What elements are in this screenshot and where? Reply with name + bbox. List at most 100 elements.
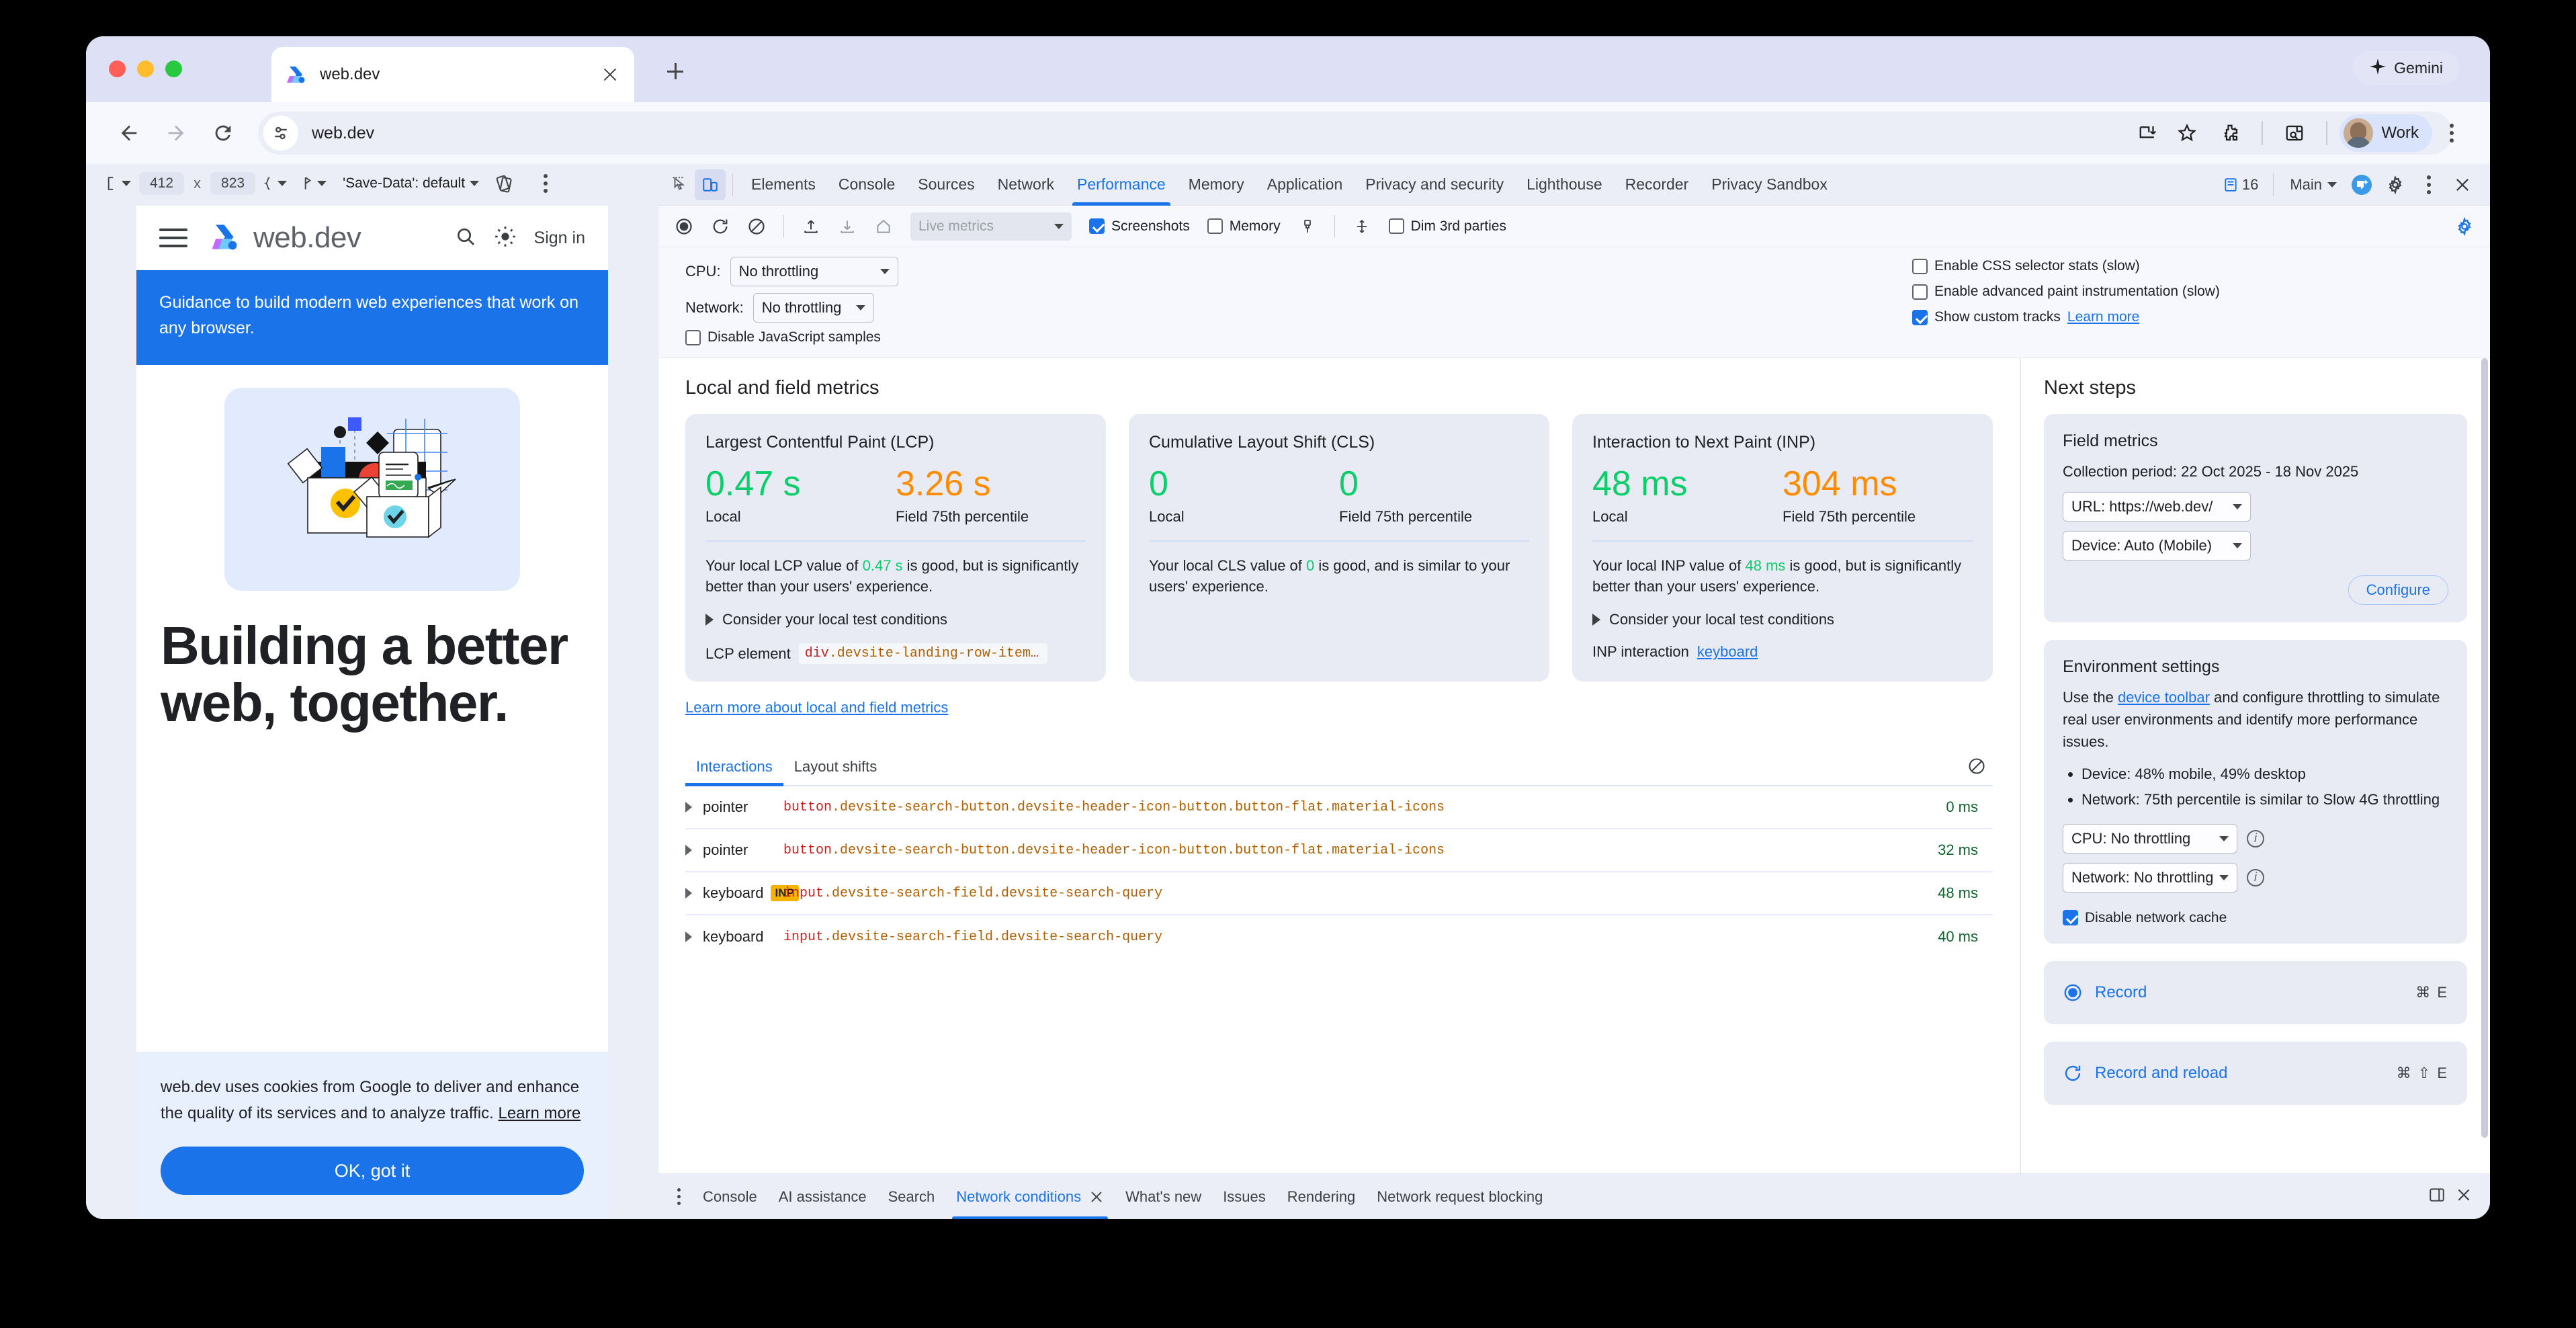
devtools-tab-lighthouse[interactable]: Lighthouse (1527, 175, 1602, 193)
side-panel-search-icon[interactable] (2275, 114, 2314, 153)
devtools-tab-recorder[interactable]: Recorder (1625, 175, 1689, 193)
device-select[interactable]: Device: Auto (Mobile) (2063, 531, 2251, 561)
browser-tab[interactable]: web.dev (271, 47, 634, 102)
interaction-selector[interactable]: input.devsite-search-field.devsite-searc… (783, 929, 1938, 945)
drawer-tab-console[interactable]: Console (692, 1174, 768, 1220)
download-profile-icon[interactable] (831, 210, 863, 243)
browser-menu-button[interactable] (2436, 114, 2467, 153)
tab-layout-shifts[interactable]: Layout shifts (793, 758, 877, 776)
save-data-select[interactable]: 'Save-Data': default (335, 169, 487, 198)
reload-record-icon[interactable] (704, 210, 736, 243)
devtools-tab-memory[interactable]: Memory (1188, 175, 1244, 193)
drawer-tab-network-conditions[interactable]: Network conditions (945, 1174, 1115, 1219)
drawer-tab-search[interactable]: Search (877, 1174, 946, 1220)
clear-interactions-icon[interactable] (1967, 757, 1986, 779)
interaction-selector[interactable]: button.devsite-search-button.devsite-hea… (783, 800, 1946, 815)
learn-more-metrics-link[interactable]: Learn more about local and field metrics (685, 699, 949, 716)
device-toolbar-more-button[interactable] (522, 169, 569, 198)
forward-button[interactable] (156, 113, 196, 153)
screenshots-checkbox[interactable]: Screenshots (1082, 218, 1197, 235)
maximize-window-button[interactable] (165, 60, 182, 77)
bookmark-star-icon[interactable] (2167, 114, 2206, 153)
search-icon[interactable] (455, 226, 476, 251)
lcp-element-chip[interactable]: div.devsite-landing-row-item-d… (798, 643, 1047, 665)
throttle-select[interactable] (295, 169, 335, 198)
close-drawer-icon[interactable] (2455, 1186, 2473, 1207)
expand-row-icon[interactable] (685, 845, 692, 856)
issues-counter[interactable]: 16 (2219, 176, 2264, 194)
address-bar[interactable]: web.dev (258, 112, 2452, 155)
info-icon[interactable]: i (2247, 868, 2264, 886)
url-select[interactable]: URL: https://web.dev/ (2063, 492, 2251, 522)
devtools-tab-application[interactable]: Application (1266, 175, 1343, 193)
hamburger-menu-icon[interactable] (159, 229, 187, 247)
inspect-element-icon[interactable] (664, 169, 695, 200)
paint-brush-icon[interactable] (1291, 210, 1324, 243)
devtools-tab-sources[interactable]: Sources (918, 175, 975, 193)
upload-profile-icon[interactable] (795, 210, 827, 243)
device-select[interactable] (97, 169, 139, 198)
zoom-select[interactable] (255, 169, 295, 198)
devtools-tab-privacy-sandbox[interactable]: Privacy Sandbox (1711, 175, 1828, 193)
new-tab-button[interactable] (660, 56, 690, 86)
consider-local-conditions-toggle[interactable]: Consider your local test conditions (705, 611, 1086, 628)
emulated-viewport[interactable]: web.dev (136, 206, 608, 1219)
dock-right-icon[interactable] (2428, 1186, 2446, 1207)
disable-network-cache-checkbox[interactable]: Disable network cache (2063, 910, 2448, 926)
gemini-button[interactable]: Gemini (2353, 51, 2459, 85)
close-window-button[interactable] (109, 60, 126, 77)
toggle-device-toolbar-icon[interactable] (695, 169, 726, 200)
expand-row-icon[interactable] (685, 802, 692, 813)
table-row[interactable]: pointer button.devsite-search-button.dev… (685, 829, 1993, 873)
sidebar-scrollbar[interactable] (2481, 358, 2488, 1138)
capture-settings-gear-icon[interactable] (2448, 210, 2481, 243)
live-metrics-select[interactable]: Live metrics (910, 212, 1072, 241)
devtools-more-button[interactable] (2413, 165, 2444, 204)
devtools-tab-console[interactable]: Console (838, 175, 896, 193)
device-toolbar-link[interactable]: device toolbar (2117, 689, 2210, 706)
custom-tracks-learn-more-link[interactable]: Learn more (2067, 309, 2140, 325)
tune-icon[interactable] (263, 116, 298, 151)
inp-interaction-link[interactable]: keyboard (1697, 643, 1758, 661)
table-row[interactable]: keyboard input.devsite-search-field.devs… (685, 915, 1993, 958)
expand-row-icon[interactable] (685, 888, 692, 899)
minimize-window-button[interactable] (137, 60, 154, 77)
env-network-select[interactable]: Network: No throttling (2063, 862, 2237, 893)
cookie-accept-button[interactable]: OK, got it (161, 1147, 584, 1195)
info-icon[interactable]: i (2247, 829, 2264, 847)
drawer-tab-issues[interactable]: Issues (1212, 1174, 1277, 1220)
advanced-paint-checkbox[interactable]: Enable advanced paint instrumentation (s… (1912, 284, 2463, 300)
devtools-tab-privacy-and-security[interactable]: Privacy and security (1365, 175, 1504, 193)
reload-button[interactable] (203, 113, 243, 153)
resize-icon[interactable] (1346, 210, 1378, 243)
css-selector-stats-checkbox[interactable]: Enable CSS selector stats (slow) (1912, 258, 2463, 274)
drawer-tab-rendering[interactable]: Rendering (1277, 1174, 1367, 1220)
sign-in-link[interactable]: Sign in (533, 228, 585, 247)
drawer-tab-network-request-blocking[interactable]: Network request blocking (1366, 1174, 1553, 1220)
viewport-width-input[interactable]: 412 (139, 172, 185, 195)
drawer-tab-whats-new[interactable]: What's new (1115, 1174, 1212, 1220)
configure-button[interactable]: Configure (2348, 575, 2448, 605)
close-icon[interactable] (1089, 1190, 1104, 1204)
extensions-puzzle-icon[interactable] (2210, 114, 2249, 153)
record-and-reload-button[interactable]: Record and reload ⌘ ⇧ E (2044, 1041, 2467, 1105)
home-icon[interactable] (867, 210, 900, 243)
clear-icon[interactable] (740, 210, 773, 243)
interaction-selector[interactable]: button.devsite-search-button.devsite-hea… (783, 843, 1938, 858)
cookie-learn-more-link[interactable]: Learn more (498, 1104, 581, 1122)
close-icon[interactable] (599, 64, 621, 85)
theme-toggle-sun-icon[interactable] (494, 225, 517, 251)
consider-local-conditions-toggle[interactable]: Consider your local test conditions (1592, 611, 1973, 628)
ai-assistance-icon[interactable] (2346, 169, 2377, 200)
record-button[interactable]: Record ⌘ E (2044, 960, 2467, 1024)
webdev-logo-icon[interactable] (206, 221, 244, 255)
network-throttle-select[interactable]: No throttling (753, 293, 874, 323)
interaction-selector[interactable]: input.devsite-search-field.devsite-searc… (783, 886, 1938, 901)
context-selector[interactable]: Main (2283, 176, 2344, 194)
drawer-menu-button[interactable] (665, 1177, 692, 1217)
table-row[interactable]: pointer button.devsite-search-button.dev… (685, 786, 1993, 830)
devtools-tab-performance[interactable]: Performance (1066, 164, 1177, 206)
memory-checkbox[interactable]: Memory (1201, 218, 1287, 235)
devtools-tab-elements[interactable]: Elements (751, 175, 816, 193)
dim-third-parties-checkbox[interactable]: Dim 3rd parties (1382, 218, 1513, 235)
